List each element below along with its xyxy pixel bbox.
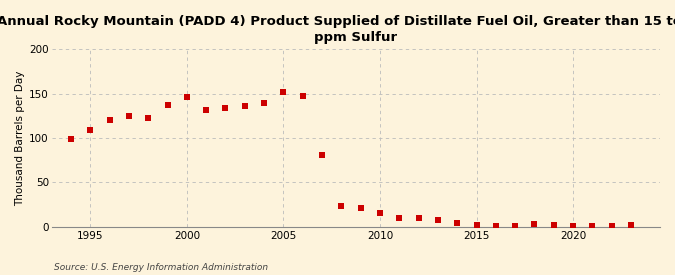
Point	[510, 224, 520, 228]
Point	[65, 137, 76, 141]
Point	[491, 224, 502, 228]
Point	[317, 153, 327, 157]
Point	[259, 100, 269, 105]
Text: Source: U.S. Energy Information Administration: Source: U.S. Energy Information Administ…	[54, 263, 268, 272]
Point	[394, 216, 405, 220]
Point	[85, 128, 96, 132]
Point	[471, 222, 482, 227]
Point	[336, 204, 347, 208]
Point	[220, 106, 231, 110]
Point	[548, 222, 559, 227]
Point	[355, 206, 366, 210]
Point	[413, 216, 424, 220]
Point	[162, 103, 173, 107]
Point	[182, 95, 192, 99]
Point	[124, 114, 134, 118]
Point	[452, 221, 462, 225]
Point	[143, 116, 154, 121]
Title: Annual Rocky Mountain (PADD 4) Product Supplied of Distillate Fuel Oil, Greater : Annual Rocky Mountain (PADD 4) Product S…	[0, 15, 675, 44]
Point	[278, 90, 289, 94]
Point	[587, 224, 598, 228]
Point	[298, 94, 308, 98]
Point	[433, 218, 443, 222]
Point	[104, 118, 115, 122]
Point	[626, 222, 637, 227]
Y-axis label: Thousand Barrels per Day: Thousand Barrels per Day	[15, 70, 25, 206]
Point	[606, 224, 617, 228]
Point	[568, 224, 578, 228]
Point	[529, 222, 540, 226]
Point	[240, 104, 250, 108]
Point	[200, 108, 211, 112]
Point	[375, 211, 385, 216]
